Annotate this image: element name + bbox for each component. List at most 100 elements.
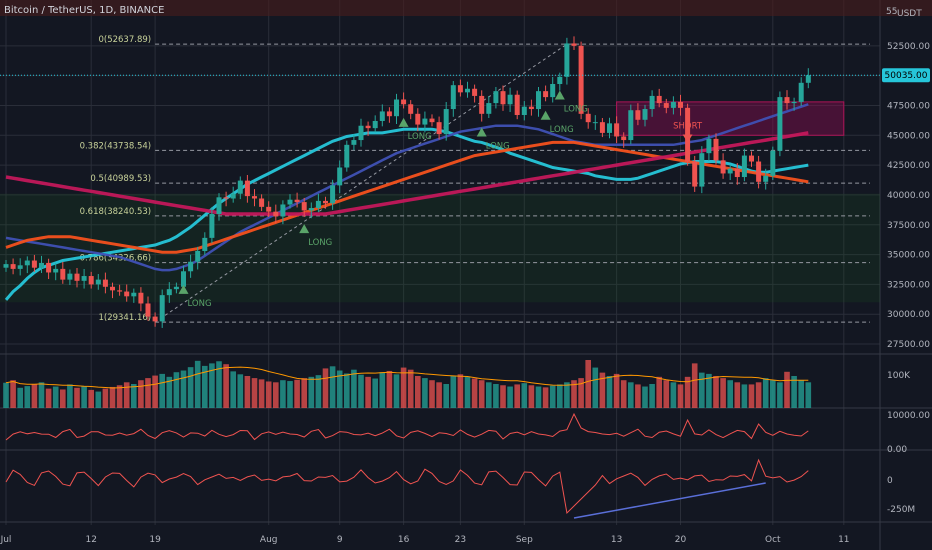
candle-body bbox=[365, 125, 371, 129]
volume-bar bbox=[755, 382, 762, 408]
volume-bar bbox=[507, 386, 513, 408]
time-tick-label: 20 bbox=[675, 535, 687, 545]
price-tick-label: 47500.00 bbox=[887, 101, 930, 111]
volume-bar bbox=[564, 382, 570, 408]
volume-bar bbox=[315, 375, 322, 408]
time-tick-label: 12 bbox=[85, 535, 96, 545]
last-price-tag bbox=[882, 68, 930, 83]
candle-body bbox=[536, 91, 541, 110]
volume-bar bbox=[649, 384, 655, 408]
long-label: LONG bbox=[308, 238, 332, 248]
candle-body bbox=[408, 104, 414, 114]
candle-body bbox=[493, 91, 499, 104]
volume-bar bbox=[202, 365, 208, 408]
time-tick-label: 16 bbox=[398, 535, 410, 545]
candle-body bbox=[635, 110, 641, 120]
volume-bar bbox=[265, 381, 272, 408]
volume-bar bbox=[549, 385, 556, 408]
osc1-tick-label: 10000.00 bbox=[887, 411, 930, 421]
candle-body bbox=[763, 175, 769, 182]
fib-label: 0.618(38240.53) bbox=[80, 207, 152, 217]
volume-bar bbox=[528, 385, 535, 408]
volume-bar bbox=[727, 380, 733, 408]
candle-body bbox=[237, 180, 243, 194]
long-label: LONG bbox=[550, 125, 574, 135]
candle-body bbox=[465, 88, 470, 93]
candle-body bbox=[699, 153, 705, 187]
volume-bar bbox=[45, 388, 52, 408]
volume-bar bbox=[407, 369, 414, 408]
volume-bar bbox=[3, 382, 9, 408]
fib-label: 0(52637.89) bbox=[98, 35, 151, 45]
time-tick-label: Jul bbox=[0, 535, 11, 545]
fib-label: 0.786(34326.66) bbox=[80, 254, 152, 264]
candle-body bbox=[578, 45, 584, 114]
volume-bar bbox=[237, 374, 244, 408]
ma-orange-line bbox=[5, 140, 809, 254]
oscillator-2-line bbox=[5, 458, 809, 515]
volume-bar bbox=[656, 376, 662, 408]
volume-bar bbox=[180, 370, 187, 408]
candle-body bbox=[287, 199, 293, 205]
candle-body bbox=[394, 99, 399, 117]
candle-body bbox=[10, 264, 16, 269]
candle-body bbox=[457, 85, 463, 93]
candle-body bbox=[521, 106, 527, 116]
candle-body bbox=[713, 138, 719, 161]
volume-bar bbox=[514, 384, 520, 408]
volume-bar bbox=[493, 384, 499, 408]
long-label: LONG bbox=[408, 132, 432, 142]
candle-body bbox=[95, 279, 101, 285]
oscillator-pane-2 bbox=[5, 458, 809, 519]
volume-bar bbox=[706, 373, 712, 408]
volume-bar bbox=[145, 378, 151, 408]
ma-crimson-line bbox=[5, 131, 809, 216]
volume-bar bbox=[478, 380, 485, 408]
volume-bar bbox=[677, 384, 684, 408]
volume-bar bbox=[280, 380, 286, 408]
volume-bar bbox=[10, 380, 16, 408]
volume-bar bbox=[734, 382, 741, 408]
volume-bar bbox=[415, 376, 421, 408]
price-tick-label: 42500.00 bbox=[887, 161, 930, 171]
last-price-label: 50035.00 bbox=[885, 71, 928, 81]
volume-bar bbox=[38, 382, 45, 408]
candle-body bbox=[436, 122, 442, 135]
short-label: SHORT bbox=[673, 121, 703, 131]
price-tick-label: 45000.00 bbox=[887, 131, 930, 141]
volume-bar bbox=[691, 363, 698, 408]
volume-bar bbox=[521, 383, 528, 408]
volume-bar bbox=[464, 376, 471, 408]
candle-body bbox=[798, 82, 804, 102]
candle-body bbox=[252, 196, 257, 199]
time-tick-label: 19 bbox=[149, 535, 161, 545]
candle-body bbox=[486, 103, 492, 114]
volume-bar bbox=[67, 384, 73, 408]
volume-bar bbox=[393, 374, 400, 408]
long-marker bbox=[554, 90, 565, 100]
candle-body bbox=[628, 110, 634, 141]
volume-bar bbox=[251, 378, 258, 408]
fib-trendline bbox=[154, 43, 568, 323]
volume-bar bbox=[798, 380, 804, 408]
volume-bar bbox=[24, 386, 31, 408]
candle-body bbox=[614, 123, 620, 137]
volume-bar bbox=[166, 376, 173, 408]
candle-body bbox=[756, 161, 762, 182]
candle-body bbox=[734, 168, 740, 178]
top-tick-label: 55 bbox=[886, 7, 897, 17]
candle-body bbox=[720, 160, 726, 174]
volume-bar bbox=[713, 376, 719, 408]
price-axis: 27500.00 30000.00 32500.00 35000.00 37500.00… bbox=[0, 42, 930, 515]
volume-bar bbox=[620, 380, 627, 408]
volume-bar bbox=[500, 385, 506, 408]
volume-bar bbox=[159, 373, 165, 408]
candle-body bbox=[479, 95, 485, 114]
candle-body bbox=[550, 83, 556, 98]
candle-body bbox=[656, 95, 662, 104]
volume-bar bbox=[777, 382, 783, 408]
volume-bar bbox=[791, 376, 797, 408]
candle-body bbox=[159, 295, 165, 322]
candle-body bbox=[621, 136, 627, 141]
